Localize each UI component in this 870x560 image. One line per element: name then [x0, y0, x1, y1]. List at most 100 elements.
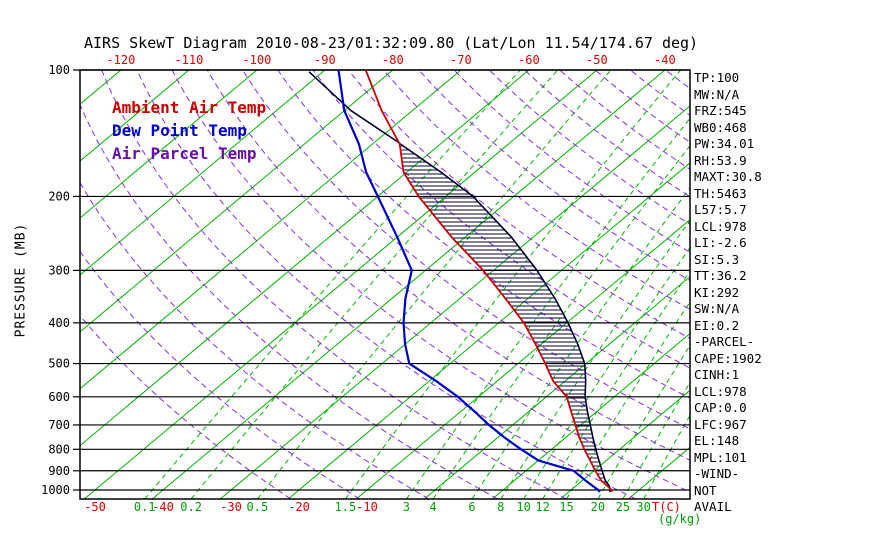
isotherm-line — [491, 332, 690, 499]
mixing-ratio-line — [523, 246, 690, 499]
isotherm-line — [80, 70, 326, 276]
ambient-temp-curve — [364, 70, 613, 492]
isotherm-line — [80, 70, 394, 333]
stats-line: TP:100 — [694, 70, 740, 85]
mixing-ratio-label: 1.5 — [335, 500, 357, 514]
top-temp-label: -90 — [314, 53, 336, 67]
mixing-ratio-line — [542, 270, 690, 499]
pressure-tick-label: 1000 — [41, 483, 70, 497]
mixing-ratio-line — [566, 301, 690, 499]
pressure-axis-label: PRESSURE (MB) — [13, 222, 29, 338]
temp-unit-label: T(C) — [652, 500, 681, 514]
isotherm-line — [559, 389, 690, 499]
stats-line: -WIND- — [694, 466, 740, 481]
pressure-tick-label: 800 — [48, 442, 70, 456]
pressure-tick-label: 500 — [48, 357, 70, 371]
stats-line: CAPE:1902 — [694, 350, 762, 366]
stats-line: SW:N/A — [694, 301, 740, 316]
mixing-ratio-line — [622, 381, 690, 499]
top-temp-label: -100 — [242, 53, 271, 67]
top-temp-label: -80 — [382, 53, 404, 67]
mixing-ratio-line — [144, 70, 521, 499]
stats-line: CINH:1 — [694, 367, 740, 382]
chart-title: AIRS SkewT Diagram 2010-08-23/01:32:09.8… — [84, 34, 699, 52]
dry-adiabat-line — [80, 181, 429, 499]
mixing-ratio-line — [190, 70, 559, 499]
dry-adiabat-line — [80, 250, 360, 499]
stats-line: SI:5.3 — [694, 251, 740, 267]
top-temp-label: -40 — [654, 53, 676, 67]
parcel-temp-curve — [308, 71, 612, 493]
mixing-ratio-line — [643, 414, 690, 499]
stats-line: CAP:0.0 — [694, 400, 747, 415]
mixing-ratio-label: 30 — [636, 500, 650, 514]
top-temp-label: -120 — [106, 53, 135, 67]
mixing-ratio-line — [406, 117, 690, 499]
bottom-temp-label: -40 — [152, 500, 174, 514]
dry-adiabat-line — [206, 70, 690, 461]
pressure-tick-label: 100 — [48, 63, 70, 77]
stats-line: PW:34.01 — [694, 136, 755, 151]
dry-adiabat-line — [453, 70, 690, 253]
dry-adiabat-line — [312, 70, 690, 369]
mixing-ratio-label: 3 — [403, 500, 410, 514]
mixing-ratio-line — [500, 219, 690, 499]
stats-line: KI:292 — [694, 284, 740, 300]
top-temp-label: -60 — [518, 53, 540, 67]
isotherm-line — [80, 70, 190, 162]
dry-adiabat-line — [524, 70, 690, 198]
mixing-ratio-label: 0.1 — [134, 500, 156, 514]
stats-panel: TP:100 MW:N/A FRZ:545 WB0:468 PW:34.01 RH:53.… — [694, 70, 762, 516]
mixing-ratio-label: 20 — [591, 500, 605, 514]
stats-line: TH:5463 — [694, 185, 747, 201]
stats-line: EI:0.2 — [694, 317, 740, 333]
isotherm-line — [83, 70, 598, 499]
dry-adiabat-line — [80, 314, 292, 499]
legend-air-parcel-temp: Air Parcel Temp — [112, 144, 257, 163]
gridlines-layer — [80, 70, 690, 499]
chart-frame — [79, 69, 691, 500]
stats-line: EL:148 — [694, 433, 740, 448]
stats-line: NOT — [694, 482, 717, 498]
mixing-ratio-line — [257, 70, 612, 499]
mixing-ratio-label: 8 — [497, 500, 504, 514]
pressure-tick-label: 900 — [48, 464, 70, 478]
legend-ambient-air-temp: Ambient Air Temp — [112, 98, 267, 117]
bottom-temp-label: -20 — [288, 500, 310, 514]
dry-adiabat-line — [383, 70, 690, 310]
mixing-ratio-label: 12 — [535, 500, 549, 514]
stats-line: L57:5.7 — [694, 202, 747, 217]
isotherm-line — [80, 70, 462, 390]
mixing-ratio-label: 4 — [429, 500, 436, 514]
isotherm-line — [287, 162, 690, 499]
stats-line: LCL:978 — [694, 218, 747, 234]
bottom-temp-label: -30 — [220, 500, 242, 514]
dry-adiabat-line — [171, 70, 690, 493]
mixing-ratio-line — [471, 186, 690, 499]
mixing-ratio-label: 25 — [616, 500, 630, 514]
stats-line: MW:N/A — [694, 86, 740, 102]
pressure-tick-label: 300 — [48, 263, 70, 277]
mixing-ratio-line — [345, 70, 682, 499]
isotherm-line — [80, 70, 258, 219]
mixing-ratio-label: 0.2 — [180, 500, 202, 514]
stats-line: MAXT:30.8 — [694, 169, 762, 184]
pressure-tick-label: 200 — [48, 189, 70, 203]
pressure-tick-label: 600 — [48, 390, 70, 404]
mixing-ratio-label: 15 — [559, 500, 573, 514]
top-temp-label: -110 — [174, 53, 203, 67]
dry-adiabat-line — [136, 70, 636, 499]
stats-line: RH:53.9 — [694, 152, 747, 168]
stats-line: -PARCEL- — [694, 334, 755, 349]
dew-point-curve — [337, 70, 601, 493]
stats-line: LCL:978 — [694, 383, 747, 399]
isotherm-line — [219, 105, 690, 499]
dry-adiabat-line — [242, 70, 690, 430]
top-temp-label: -70 — [450, 53, 472, 67]
stats-line: TT:36.2 — [694, 268, 747, 283]
pressure-tick-label: 700 — [48, 418, 70, 432]
dry-adiabat-line — [418, 70, 690, 282]
legend-dew-point-temp: Dew Point Temp — [112, 121, 247, 140]
